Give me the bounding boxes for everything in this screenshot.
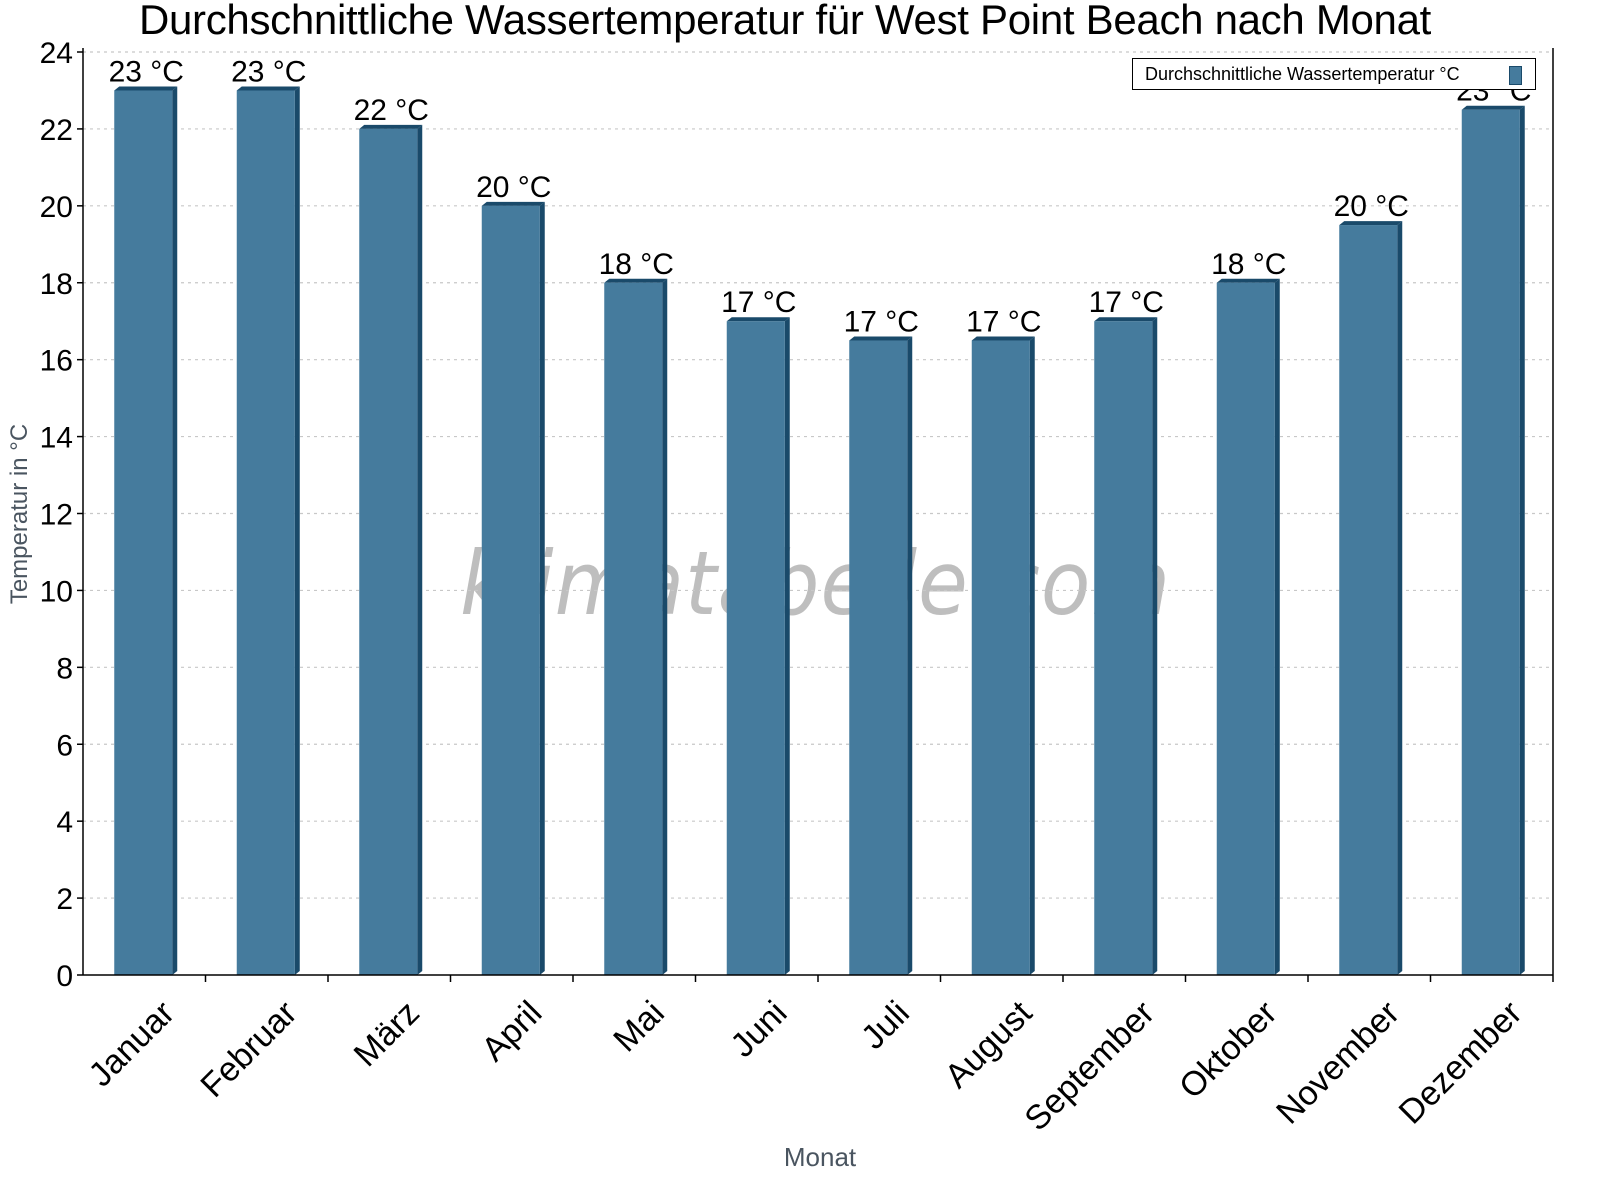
y-tick-label: 20	[40, 191, 73, 224]
x-tick-label: August	[938, 993, 1040, 1095]
bar-value-label: 23 °C	[109, 55, 184, 88]
bar-top	[1339, 221, 1403, 226]
bar	[236, 90, 295, 976]
y-tick-label: 22	[40, 114, 73, 147]
bar-value-label: 17 °C	[844, 305, 919, 338]
bar	[359, 128, 418, 975]
bar	[604, 282, 663, 975]
bar-value-label: 17 °C	[1089, 286, 1164, 319]
y-tick-label: 8	[56, 652, 73, 685]
y-tick-label: 6	[56, 729, 73, 762]
y-tick-label: 14	[40, 422, 73, 455]
legend-label: Durchschnittliche Wassertemperatur °C	[1145, 64, 1460, 84]
bar-side	[1152, 317, 1158, 975]
bar-side	[294, 86, 300, 976]
bar-value-label: 18 °C	[599, 248, 674, 281]
x-tick-label: Februar	[193, 994, 304, 1105]
bar-top	[604, 278, 668, 283]
bar-side	[784, 317, 790, 975]
legend-swatch-icon	[1509, 66, 1522, 85]
x-tick-label: Oktober	[1172, 994, 1284, 1106]
x-tick-label: Dezember	[1392, 994, 1530, 1132]
watermark: klimatabelle.com	[460, 532, 1172, 635]
bar-value-label: 20 °C	[476, 171, 551, 204]
bar	[1094, 321, 1153, 975]
bar-top	[849, 336, 913, 341]
bar-top	[481, 201, 545, 206]
bar-side	[1397, 221, 1403, 975]
bar-side	[417, 124, 423, 975]
x-axis-label: Monat	[783, 1142, 857, 1172]
y-tick-label: 0	[56, 960, 73, 993]
y-tick-label: 18	[40, 268, 73, 301]
legend: Durchschnittliche Wassertemperatur °C	[1132, 58, 1536, 90]
bar-value-label: 23 °C	[231, 55, 306, 88]
bar-top	[1094, 317, 1158, 322]
bar	[849, 340, 908, 975]
bar	[726, 321, 785, 975]
x-tick-label: Mai	[606, 994, 672, 1060]
bar-top	[726, 317, 790, 322]
x-tick-label: November	[1269, 994, 1407, 1132]
bar-side	[1519, 105, 1525, 975]
y-tick-label: 2	[56, 883, 73, 916]
chart-title: Durchschnittliche Wassertemperatur für W…	[138, 0, 1432, 43]
bar-side	[907, 336, 913, 975]
bar	[1461, 109, 1520, 975]
x-tick-label: Juli	[854, 994, 917, 1057]
y-tick-label: 24	[40, 37, 73, 70]
y-tick-label: 10	[40, 575, 73, 608]
x-tick-label: April	[474, 994, 549, 1069]
bar	[1216, 282, 1275, 975]
x-tick-label: Juni	[723, 994, 794, 1065]
bar-value-label: 20 °C	[1334, 190, 1409, 223]
bar	[481, 205, 540, 976]
y-tick-label: 4	[56, 806, 73, 839]
bar	[1339, 225, 1398, 975]
x-tick-label: Januar	[82, 994, 182, 1094]
bar-value-label: 17 °C	[721, 286, 796, 319]
bar-side	[662, 278, 668, 975]
bar-side	[172, 86, 178, 976]
bar-side	[1274, 278, 1280, 975]
bar-side	[539, 201, 545, 976]
bar	[114, 90, 173, 976]
bar-side	[1029, 336, 1035, 975]
bar-value-label: 17 °C	[966, 305, 1041, 338]
bar-top	[359, 124, 423, 129]
bar-top	[114, 86, 178, 91]
bar-top	[971, 336, 1035, 341]
y-tick-label: 12	[40, 499, 73, 532]
x-tick-label: September	[1017, 994, 1161, 1138]
y-tick-label: 16	[40, 345, 73, 378]
bar-top	[236, 86, 300, 91]
bar	[971, 340, 1030, 975]
bar-top	[1461, 105, 1525, 110]
x-tick-label: März	[347, 994, 427, 1074]
bar-value-label: 18 °C	[1211, 248, 1286, 281]
bar-top	[1216, 278, 1280, 283]
bar-value-label: 22 °C	[354, 94, 429, 127]
